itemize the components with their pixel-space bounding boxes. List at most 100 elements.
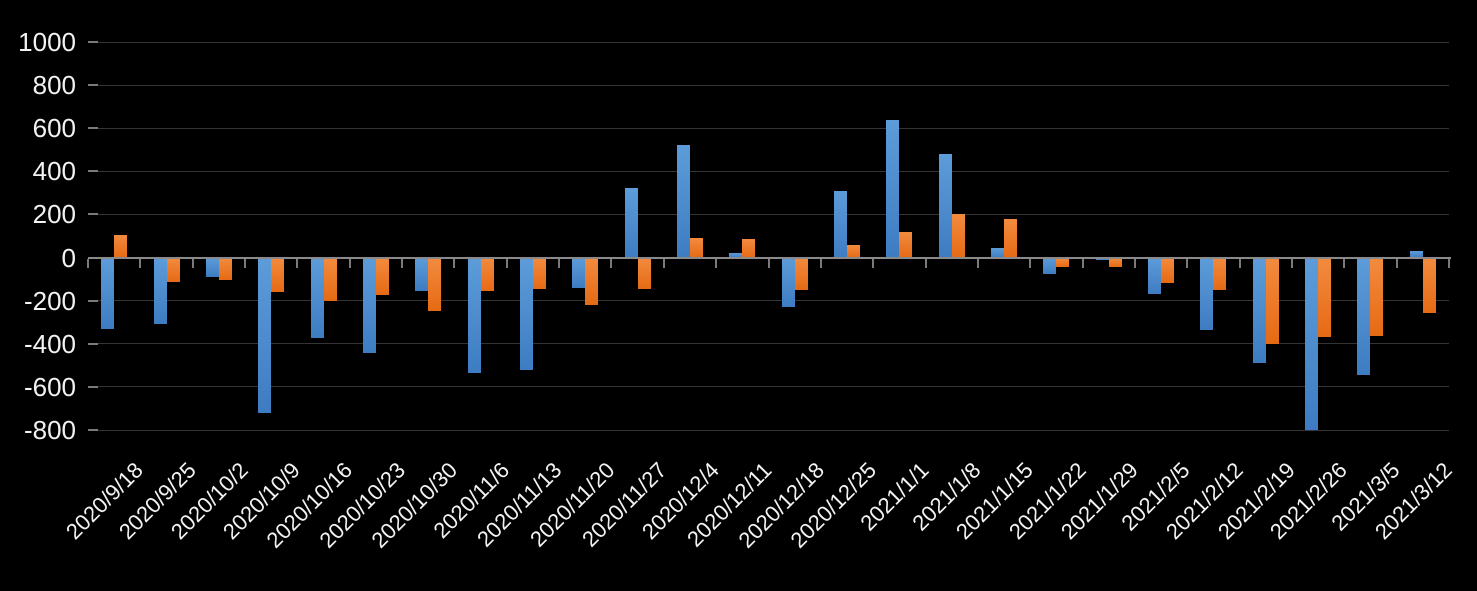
gridline [88,84,1449,86]
bar-series-orange [1004,218,1018,258]
bar-series-orange [323,257,337,301]
bar-series-orange [899,231,913,258]
x-axis-tick [558,258,561,268]
x-axis-tick [401,258,404,268]
x-axis-tick [924,258,927,268]
bar-series-blue [415,257,429,291]
bar-series-blue [519,257,533,370]
bar-series-blue [205,257,219,277]
y-axis-tick-label: 400 [32,156,76,187]
bar-series-blue [258,257,272,413]
bar-series-orange [271,257,285,293]
gridline [88,41,1449,43]
y-axis-tick [88,342,98,345]
x-axis-tick [1238,258,1241,268]
bar-series-blue [1095,257,1109,260]
bar-series-orange [480,257,494,291]
y-axis-tick [88,385,98,388]
bar-series-blue [101,257,115,329]
bar-series-blue [781,257,795,308]
x-axis-tick [872,258,875,268]
bar-series-blue [467,257,481,373]
x-axis-tick [87,258,89,268]
x-axis-tick [505,258,508,268]
gridline [88,386,1449,388]
x-axis-tick [976,258,979,268]
bar-series-blue [834,190,848,258]
x-axis-tick [819,258,822,268]
bar-series-orange [689,238,703,258]
x-axis-tick [191,258,194,268]
x-axis-tick [244,258,247,268]
y-axis-tick-label: -600 [23,371,76,402]
bar-series-blue [1148,257,1162,295]
y-axis-tick [88,127,98,130]
bar-series-blue [572,257,586,288]
x-axis-tick [767,258,770,268]
x-axis-tick [1186,258,1189,268]
bar-series-blue [886,119,900,258]
y-axis-tick-label: -800 [23,415,76,445]
bar-series-blue [1305,257,1319,430]
bar-series-orange [1056,257,1070,268]
bar-series-orange [1370,257,1384,337]
gridline [88,127,1449,129]
gridline [88,429,1449,431]
x-axis-tick [610,258,613,268]
x-axis-tick [348,258,351,268]
gridline [88,300,1449,302]
bar-series-orange [1213,257,1227,290]
bar-series-blue [991,247,1005,258]
x-axis-tick [1343,258,1346,268]
y-axis-tick-label: -200 [23,285,76,316]
x-axis-tick [453,258,456,268]
y-axis-tick-label: 200 [32,199,76,230]
y-axis-tick [88,429,98,431]
bar-series-blue [938,154,952,258]
bar-series-blue [676,145,690,258]
x-axis-tick [1133,258,1136,268]
gridline [88,343,1449,345]
bar-series-orange [428,257,442,312]
y-axis-tick-label: 600 [32,113,76,144]
bar-series-orange [375,257,389,296]
x-axis-tick [1081,258,1084,268]
bar-series-blue [310,257,324,339]
bar-series-orange [532,257,546,289]
bar-series-orange [794,257,808,290]
bar-series-blue [1200,257,1214,330]
y-axis-tick-label: 0 [61,242,76,273]
bar-series-blue [624,187,638,258]
bar-series-orange [1265,257,1279,344]
bar-series-orange [1422,257,1436,313]
bar-series-orange [1161,257,1175,284]
bar-series-orange [166,257,180,283]
y-axis-tick [88,170,98,173]
x-axis-tick [1395,258,1398,268]
bar-series-orange [1108,257,1122,268]
bar-series-blue [1252,257,1266,364]
gridline [88,213,1449,215]
bar-series-orange [114,234,128,258]
y-axis-tick [88,84,98,87]
bar-series-orange [847,244,861,258]
bar-series-blue [1357,257,1371,376]
x-axis-line [88,256,1451,259]
gridline [88,170,1449,172]
bar-series-orange [742,239,756,258]
y-axis-tick-label: 1000 [18,27,76,57]
bar-series-blue [153,257,167,325]
bar-series-orange [1318,257,1332,338]
y-axis-tick-label: 800 [32,70,76,101]
y-axis-tick [88,299,98,302]
bar-series-blue [1409,251,1423,258]
bar-series-blue [1043,257,1057,274]
bar-series-blue [362,257,376,354]
x-axis-tick [1448,258,1450,268]
x-axis-tick [715,258,718,268]
x-axis-tick [662,258,665,268]
bar-series-orange [585,257,599,305]
y-axis-tick-label: -400 [23,328,76,359]
bar-series-orange [951,214,965,258]
